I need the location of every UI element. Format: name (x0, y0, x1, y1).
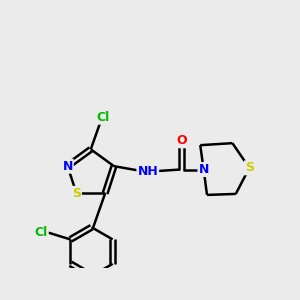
Text: S: S (245, 161, 254, 174)
Text: Cl: Cl (96, 111, 109, 124)
Text: O: O (176, 134, 187, 147)
Text: Cl: Cl (34, 226, 48, 239)
Text: N: N (62, 160, 73, 173)
Text: S: S (72, 187, 81, 200)
Text: NH: NH (137, 165, 158, 178)
Text: N: N (198, 163, 209, 176)
